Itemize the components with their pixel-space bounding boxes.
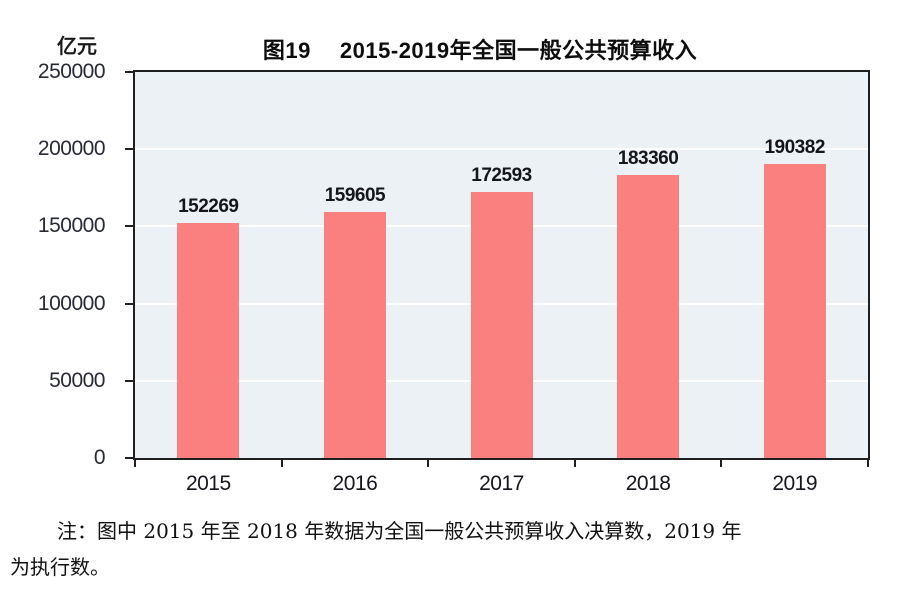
y-axis-tick-mark-100000 — [125, 302, 133, 305]
y-axis-tick-label-200000: 200000 — [37, 137, 106, 161]
gridline-200000 — [135, 148, 868, 151]
bar-2017 — [470, 191, 533, 458]
x-axis-category-label-2015: 2015 — [185, 472, 231, 495]
y-axis-tick-label-50000: 50000 — [49, 368, 105, 392]
footnote: 注：图中 2015 年至 2018 年数据为全国一般公共预算收入决算数，2019… — [10, 513, 888, 585]
x-axis-category-label-2017: 2017 — [479, 472, 524, 495]
bar-2019 — [763, 164, 826, 458]
x-axis-tick-mark-1 — [280, 460, 283, 467]
x-axis-tick-mark-3 — [573, 460, 576, 467]
bar-value-label-2018: 183360 — [617, 147, 679, 169]
x-axis-tick-mark-4 — [720, 460, 723, 467]
chart-title: 图19 2015-2019年全国一般公共预算收入 — [262, 38, 698, 63]
bar-value-label-2016: 159605 — [324, 184, 386, 206]
x-axis-tick-mark-5 — [867, 460, 869, 467]
footnote-line-2: 为执行数。 — [10, 555, 110, 579]
y-axis-tick-mark-200000 — [125, 148, 133, 151]
y-axis-tick-mark-250000 — [125, 71, 133, 73]
y-axis-tick-mark-150000 — [125, 225, 133, 228]
x-axis-category-label-2018: 2018 — [625, 472, 671, 495]
y-axis-tick-mark-0 — [125, 457, 133, 459]
y-axis-unit-label: 亿元 — [57, 36, 97, 58]
y-axis-tick-label-0: 0 — [93, 446, 106, 469]
x-axis-category-label-2016: 2016 — [332, 472, 378, 495]
bar-2018 — [617, 174, 680, 458]
y-axis-tick-mark-50000 — [125, 379, 133, 382]
y-axis-tick-label-250000: 250000 — [37, 60, 106, 83]
bar-value-label-2017: 172593 — [471, 164, 532, 186]
x-axis-tick-mark-2 — [427, 460, 430, 467]
y-axis-tick-label-100000: 100000 — [37, 291, 106, 315]
bar-value-label-2019: 190382 — [764, 137, 825, 159]
footnote-line-1: 注：图中 2015 年至 2018 年数据为全国一般公共预算收入决算数，2019… — [57, 519, 742, 543]
bar-value-label-2015: 152269 — [178, 195, 239, 217]
y-axis-tick-label-150000: 150000 — [37, 214, 106, 238]
x-axis-category-label-2019: 2019 — [772, 472, 818, 495]
x-axis-tick-mark-0 — [134, 460, 136, 467]
plot-area: 152269 159605 172593 183360 190382 — [133, 70, 870, 460]
bar-2015 — [177, 222, 240, 458]
bar-2016 — [323, 211, 386, 458]
